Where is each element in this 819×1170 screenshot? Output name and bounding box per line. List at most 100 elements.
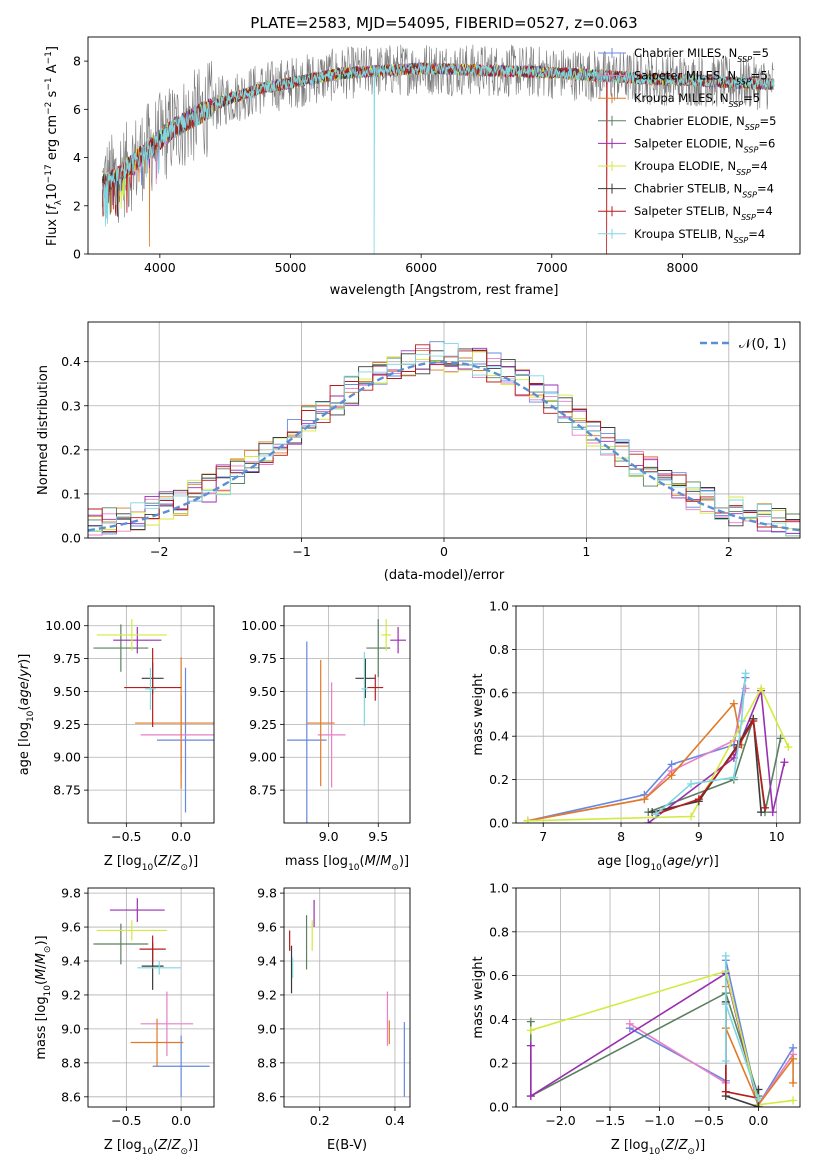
legend-entry: Chabrier MILES, NSSP=5 (634, 46, 769, 64)
weight_vs_z-lines (526, 951, 798, 1107)
label-part: −2 (44, 102, 54, 115)
y-tick-label: 9.00 (249, 750, 277, 765)
x-tick-label: 1 (582, 544, 590, 559)
x-tick-label: −2 (150, 544, 168, 559)
axes-frame (87, 887, 215, 1108)
label-part: M (365, 854, 376, 869)
legend-entry: Salpeter MILES, NSSP=5 (634, 69, 768, 87)
y-tick-label: 0.4 (489, 729, 509, 744)
label-part: ] (45, 46, 60, 51)
label-part: / (17, 676, 32, 681)
y-axis-label: Flux [fλ10−17 erg cm−2 s−1 A−1] (44, 46, 64, 246)
model-spectrum (102, 62, 775, 254)
label-part: / (167, 1138, 172, 1153)
axes-frame (87, 36, 801, 255)
label-part: )] (695, 1138, 705, 1153)
axes-frame (283, 887, 411, 1108)
axes-frame (515, 605, 801, 824)
weight-line (629, 971, 794, 1107)
label-part: Normed distribution (36, 365, 51, 495)
y-tick-label: 9.8 (257, 886, 277, 901)
legend-text-part: =5 (743, 91, 760, 105)
legend-text-part: SSP (736, 168, 751, 177)
x-tick-label: 9.5 (368, 829, 388, 844)
label-part: −1 (44, 51, 54, 64)
legend-text-part: SSP (744, 145, 759, 154)
x-tick-label: 7 (539, 829, 547, 844)
x-tick-label: 10 (769, 829, 785, 844)
label-part: (data-model)/error (384, 568, 505, 583)
label-part: Z (157, 854, 168, 869)
y-tick-label: 9.0 (257, 1021, 277, 1036)
legend-entry: Salpeter STELIB, NSSP=4 (634, 204, 773, 222)
weight_vs_z-plot: −2.0 −1.5 −1.0 −0.5 0.0 0.0 0.2 0.4 0.6 0.8 1.0 Z [… (471, 881, 801, 1157)
residuals-plot: −2 −1 0 1 2 0.0 0.1 0.2 0.3 0.4 (data-model)/error… (36, 321, 801, 583)
y-tick-label: 9.25 (249, 717, 277, 732)
label-part: s (45, 90, 60, 101)
y-tick-label: 0 (73, 247, 81, 262)
label-part: ⊙ (180, 863, 188, 873)
label-part: ( (660, 1138, 665, 1153)
label-part: / (376, 854, 381, 869)
y-tick-label: 0.0 (61, 531, 81, 546)
label-part: M (380, 854, 391, 869)
y-tick-label: 1.0 (489, 599, 509, 614)
weight-line (652, 716, 762, 813)
legend-text-part: Salpeter MILES, N (634, 69, 736, 83)
y-tick-label: 9.2 (61, 987, 81, 1002)
legend-text-part: Kroupa ELODIE, N (634, 159, 736, 173)
label-part: f (45, 203, 60, 210)
label-part: ( (662, 854, 667, 869)
y-axis-label: mass weight (471, 956, 486, 1038)
label-part: )] (17, 654, 32, 664)
legend-text-part: SSP (736, 77, 751, 86)
x-tick-label: 8 (617, 829, 625, 844)
axes-frame (515, 887, 801, 1108)
label-part: mass [log (34, 996, 49, 1059)
weight-line (725, 955, 760, 1099)
legend-text-part: =5 (751, 69, 768, 83)
weight-line (527, 677, 747, 822)
label-part: )] (709, 854, 719, 869)
x-tick-label: 4000 (144, 260, 176, 275)
label-part: age [log (597, 854, 650, 869)
label-part: Z [log (104, 854, 142, 869)
label-part: / (691, 854, 696, 869)
legend-entry: Chabrier ELODIE, NSSP=5 (634, 114, 776, 132)
y-tick-label: 9.50 (53, 684, 81, 699)
y-tick-label: 8.75 (53, 783, 81, 798)
legend-text-part: SSP (729, 100, 744, 109)
model-spectrum (102, 62, 775, 254)
y-tick-label: 9.75 (53, 651, 81, 666)
label-part: )] (188, 854, 198, 869)
y-tick-label: 8.6 (257, 1089, 277, 1104)
axes-frame (87, 321, 801, 539)
x-tick-label: 6000 (405, 260, 437, 275)
label-part: Z (157, 1138, 168, 1153)
legend-text-part: Chabrier STELIB, N (634, 182, 742, 196)
y-tick-label: 9.00 (53, 750, 81, 765)
label-part: )] (34, 935, 49, 945)
label-part: / (34, 964, 49, 969)
label-part: Flux [ (45, 210, 60, 246)
weight-line (530, 970, 794, 1106)
label-part: 10 (650, 863, 662, 873)
histogram-step (88, 344, 800, 532)
x-tick-label: −1.5 (595, 1113, 625, 1128)
x-tick-label: 7000 (536, 260, 568, 275)
histogram-step (88, 348, 800, 533)
y-tick-label: 8 (73, 54, 81, 69)
legend-text-part: SSP (737, 55, 752, 64)
legend-text-part: Kroupa STELIB, N (634, 227, 734, 241)
legend-entry: Kroupa MILES, NSSP=5 (634, 91, 760, 109)
label-part: λ (54, 199, 64, 205)
label-part: ⊙ (180, 1147, 188, 1157)
label-part: ⊙ (391, 863, 399, 873)
x-axis-label: age [log10(age/yr)] (597, 854, 719, 873)
y-tick-label: 0.0 (489, 1100, 509, 1115)
legend-text-part: SSP (745, 122, 760, 131)
label-part: ⊙ (687, 1147, 695, 1157)
x-tick-label: 0.2 (310, 1113, 330, 1128)
